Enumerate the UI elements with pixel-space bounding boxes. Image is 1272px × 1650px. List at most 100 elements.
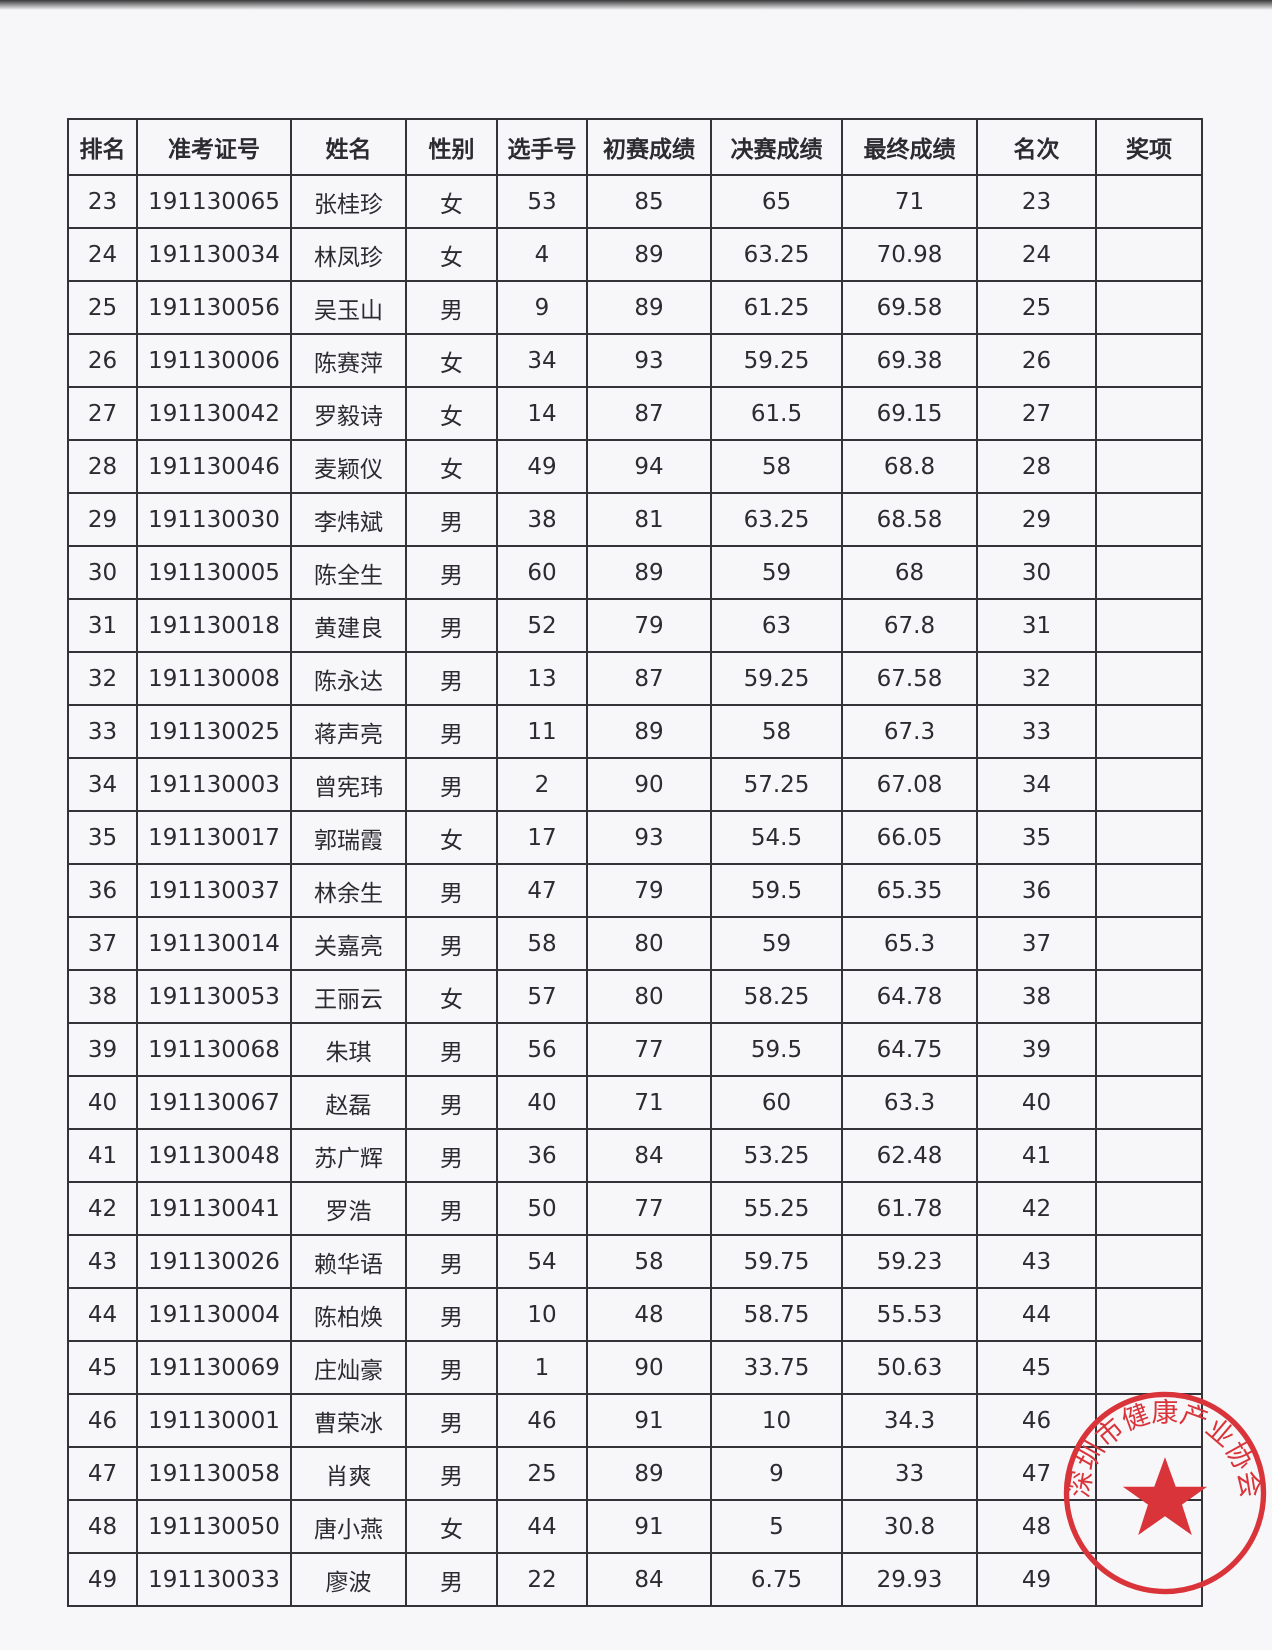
table-cell: 63.25 — [710, 227, 843, 282]
table-cell: 191130006 — [136, 333, 292, 388]
table-cell: 93 — [586, 810, 712, 865]
table-row: 23 191130065 张桂珍女 53 85 65 71 23 — [67, 174, 1203, 229]
table-cell: 30 — [67, 545, 138, 600]
table-cell: 陈全生 — [290, 545, 407, 600]
table-cell: 32 — [976, 651, 1097, 706]
table-cell: 47 — [976, 1446, 1097, 1501]
table-cell: 63.25 — [710, 492, 843, 547]
table-cell: 67.3 — [841, 704, 978, 759]
table-cell: 50.63 — [841, 1340, 978, 1395]
table-cell: 63 — [710, 598, 843, 653]
table-cell: 81 — [586, 492, 712, 547]
table-cell: 男 — [405, 1287, 498, 1342]
table-cell: 29 — [976, 492, 1097, 547]
table-row: 30 191130005 陈全生男 60 89 59 68 30 — [67, 545, 1203, 600]
table-cell: 王丽云 — [290, 969, 407, 1024]
table-cell: 191130034 — [136, 227, 292, 282]
table-cell: 38 — [496, 492, 588, 547]
table-cell: 58 — [496, 916, 588, 971]
table-cell: 45 — [67, 1340, 138, 1395]
column-header: 选手号 — [496, 118, 588, 176]
table-cell: 麦颖仪 — [290, 439, 407, 494]
table-cell: 37 — [67, 916, 138, 971]
table-cell — [1095, 1287, 1203, 1342]
table-cell: 59.25 — [710, 651, 843, 706]
table-cell: 28 — [976, 439, 1097, 494]
table-cell: 张桂珍 — [290, 174, 407, 229]
table-cell: 191130030 — [136, 492, 292, 547]
table-cell: 38 — [976, 969, 1097, 1024]
table-cell: 77 — [586, 1022, 712, 1077]
table-cell: 191130050 — [136, 1499, 292, 1554]
table-cell: 54.5 — [710, 810, 843, 865]
table-cell: 58 — [710, 704, 843, 759]
table-cell: 25 — [496, 1446, 588, 1501]
table-row: 43 191130026 赖华语男 54 58 59.75 59.23 43 — [67, 1234, 1203, 1289]
table-cell: 191130005 — [136, 545, 292, 600]
table-cell: 男 — [405, 1075, 498, 1130]
table-cell: 61.5 — [710, 386, 843, 441]
table-cell: 42 — [976, 1181, 1097, 1236]
table-cell — [1095, 280, 1203, 335]
table-cell: 90 — [586, 757, 712, 812]
table-cell: 女 — [405, 969, 498, 1024]
table-cell: 男 — [405, 1234, 498, 1289]
table-cell: 30 — [976, 545, 1097, 600]
table-cell: 59 — [710, 545, 843, 600]
table-cell: 77 — [586, 1181, 712, 1236]
table-cell: 57 — [496, 969, 588, 1024]
table-cell — [1095, 704, 1203, 759]
table-cell: 46 — [496, 1393, 588, 1448]
table-cell: 90 — [586, 1340, 712, 1395]
table-cell: 34 — [496, 333, 588, 388]
table-cell: 男 — [405, 863, 498, 918]
table-cell: 89 — [586, 704, 712, 759]
table-cell: 67.58 — [841, 651, 978, 706]
table-cell: 56 — [496, 1022, 588, 1077]
table-cell: 39 — [976, 1022, 1097, 1077]
table-cell: 58 — [710, 439, 843, 494]
table-cell: 40 — [67, 1075, 138, 1130]
table-cell — [1095, 916, 1203, 971]
table-cell: 女 — [405, 174, 498, 229]
table-cell: 84 — [586, 1128, 712, 1183]
table-cell: 46 — [976, 1393, 1097, 1448]
table-cell — [1095, 227, 1203, 282]
table-cell: 31 — [976, 598, 1097, 653]
table-cell: 黄建良 — [290, 598, 407, 653]
table-cell: 191130003 — [136, 757, 292, 812]
table-cell: 赖华语 — [290, 1234, 407, 1289]
table-row: 47 191130058 肖爽男 25 89 9 33 47 — [67, 1446, 1203, 1501]
table-cell: 44 — [496, 1499, 588, 1554]
table-row: 44 191130004 陈柏焕男 10 48 58.75 55.53 44 — [67, 1287, 1203, 1342]
column-header: 排名 — [67, 118, 138, 176]
table-cell: 79 — [586, 863, 712, 918]
table-cell: 45 — [976, 1340, 1097, 1395]
table-cell: 191130046 — [136, 439, 292, 494]
column-header: 准考证号 — [136, 118, 292, 176]
table-cell: 庄灿豪 — [290, 1340, 407, 1395]
table-cell: 191130008 — [136, 651, 292, 706]
table-cell: 36 — [496, 1128, 588, 1183]
table-cell — [1095, 757, 1203, 812]
table-cell: 50 — [496, 1181, 588, 1236]
table-cell: 93 — [586, 333, 712, 388]
table-cell: 43 — [67, 1234, 138, 1289]
table-cell: 33.75 — [710, 1340, 843, 1395]
table-cell: 69.58 — [841, 280, 978, 335]
table-cell: 男 — [405, 280, 498, 335]
table-cell: 34 — [976, 757, 1097, 812]
table-cell: 89 — [586, 1446, 712, 1501]
table-cell: 29.93 — [841, 1552, 978, 1607]
table-cell: 24 — [976, 227, 1097, 282]
table-cell: 191130025 — [136, 704, 292, 759]
table-cell: 62.48 — [841, 1128, 978, 1183]
table-cell: 70.98 — [841, 227, 978, 282]
table-row: 35 191130017 郭瑞霞女 17 93 54.5 66.05 35 — [67, 810, 1203, 865]
table-cell: 22 — [496, 1552, 588, 1607]
table-cell: 赵磊 — [290, 1075, 407, 1130]
table-cell: 男 — [405, 492, 498, 547]
table-cell: 69.15 — [841, 386, 978, 441]
table-cell: 罗毅诗 — [290, 386, 407, 441]
table-cell: 11 — [496, 704, 588, 759]
